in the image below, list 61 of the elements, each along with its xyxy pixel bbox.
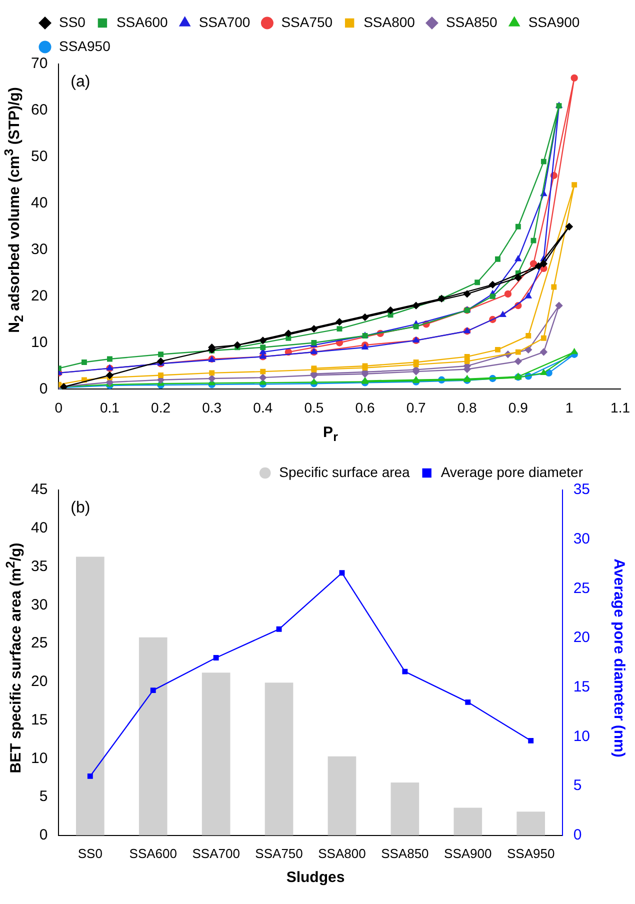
y2-tick-label: 25	[573, 580, 590, 597]
x-tick-label: 0.8	[457, 399, 478, 416]
annotation: (a)	[70, 73, 90, 90]
legend-label: SSA800	[364, 14, 416, 30]
y-tick-label: 15	[30, 711, 48, 728]
y2-tick-label: 5	[573, 777, 582, 794]
x-tick-label: 1	[565, 399, 574, 416]
y-tick-label: 50	[30, 148, 48, 166]
y-tick-label: 35	[30, 558, 48, 575]
legend-label: Specific surface area	[279, 464, 410, 480]
y-tick-label: 20	[30, 287, 48, 304]
annotation: (b)	[70, 499, 90, 516]
x-tick-label: 0.4	[253, 399, 273, 416]
y-tick-label: 0	[39, 380, 48, 398]
x-tick-label: SSA800	[318, 846, 366, 861]
y-tick-label: 10	[30, 334, 48, 351]
legend-label: SSA950	[59, 38, 111, 54]
x-tick-label: SSA950	[506, 846, 555, 861]
y-tick-label: 40	[30, 520, 48, 537]
legend-label: SSA700	[198, 14, 250, 30]
legend-label: SS0	[59, 14, 86, 30]
x-tick-label: SSA700	[192, 846, 240, 861]
x-axis-title: Sludges	[286, 869, 345, 886]
x-tick-label: SSA850	[381, 846, 429, 861]
y-tick-label: 45	[30, 481, 48, 498]
x-tick-label: 0.7	[406, 399, 426, 416]
x-tick-label: 0.1	[100, 399, 120, 416]
y-tick-label: 30	[30, 240, 48, 258]
y-tick-label: 60	[30, 102, 48, 119]
y-tick-label: 25	[30, 634, 48, 652]
y-tick-label: 5	[39, 788, 48, 806]
x-tick-label: 0.5	[304, 399, 324, 416]
x-tick-label: 0.9	[508, 399, 528, 416]
x-tick-label: 0.2	[151, 399, 171, 416]
y2-tick-label: 30	[573, 530, 590, 548]
y-tick-label: 20	[30, 673, 48, 690]
y2-tick-label: 15	[573, 678, 590, 696]
x-tick-label: SSA750	[255, 846, 303, 861]
x-tick-label: 0.6	[355, 399, 375, 416]
x-tick-label: 0	[54, 399, 63, 416]
y-tick-label: 70	[30, 55, 48, 72]
y-tick-label: 0	[39, 826, 48, 844]
y2-tick-label: 20	[573, 629, 590, 646]
x-tick-label: 0.3	[202, 399, 222, 416]
legend-label: SSA750	[281, 14, 333, 30]
y-tick-label: 30	[30, 596, 48, 614]
x-tick-label: SSA900	[444, 846, 492, 861]
y2-tick-label: 0	[573, 826, 582, 844]
legend-label: Average pore diameter	[440, 464, 584, 480]
x-tick-label: SSA600	[129, 846, 177, 861]
y-tick-label: 40	[30, 194, 48, 212]
y2-tick-label: 10	[573, 728, 590, 745]
legend-label: SSA900	[528, 14, 580, 30]
legend-label: SSA850	[446, 14, 498, 30]
legend-label: SSA600	[116, 14, 168, 30]
y2-tick-label: 35	[573, 481, 590, 498]
x-axis-title: P$_{r}$	[323, 424, 338, 444]
x-tick-label: 1.1	[610, 399, 630, 416]
y-tick-label: 10	[30, 750, 48, 767]
y2-axis-title: Average pore diameter (nm)	[610, 558, 628, 757]
x-tick-label: SS0	[78, 846, 102, 861]
